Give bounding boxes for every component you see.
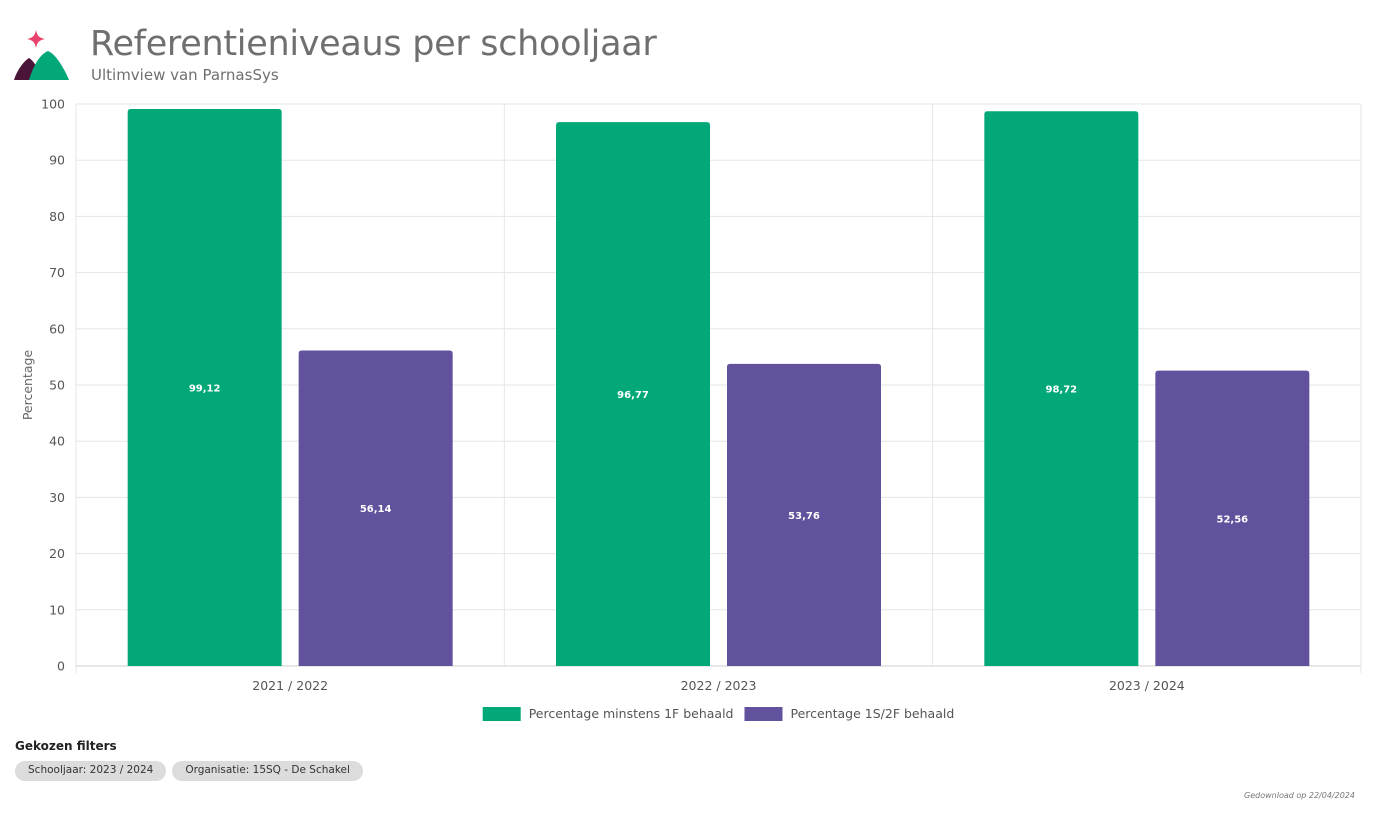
chart-axes: 0 10 20 30 40 50 60 70 80 90 100 2021 / 2022 2022 / …: [41, 97, 1185, 694]
y-tick-label: 20: [49, 546, 65, 561]
download-date: Gedownload op 22/04/2024: [1244, 791, 1355, 800]
chart-bars: [127, 108, 1310, 667]
page-subtitle: Ultimview van ParnasSys: [91, 66, 279, 84]
y-tick-label: 0: [57, 659, 65, 674]
y-tick-label: 60: [49, 321, 65, 336]
y-tick-label: 100: [41, 97, 65, 112]
report-header: Referentieniveaus per schooljaar Ultimvi…: [0, 0, 1376, 100]
bar-data-label: 53,76: [788, 511, 820, 522]
x-tick-label: 2023 / 2024: [1109, 678, 1185, 693]
bar-1s2f-2023-2024[interactable]: [1155, 370, 1310, 666]
bar-1s2f-2021-2022[interactable]: [298, 350, 453, 666]
bar-1s2f-2022-2023[interactable]: [727, 363, 881, 666]
filter-chip-schooljaar[interactable]: Schooljaar: 2023 / 2024: [15, 761, 167, 781]
y-tick-label: 40: [49, 434, 65, 449]
logo-green-mountain: [29, 51, 69, 80]
page-title: Referentieniveaus per schooljaar: [90, 24, 657, 64]
x-tick-label: 2022 / 2023: [681, 678, 757, 693]
legend-swatch: [482, 707, 521, 721]
legend-label: Percentage minstens 1F behaald: [529, 706, 734, 721]
bar-data-label: 99,12: [189, 383, 221, 394]
x-tick-label: 2021 / 2022: [252, 678, 328, 693]
y-tick-label: 50: [49, 378, 65, 393]
y-tick-label: 80: [49, 209, 65, 224]
bar-data-label: 52,56: [1217, 514, 1249, 525]
legend-swatch: [744, 707, 783, 721]
bar-data-label: 98,72: [1046, 385, 1078, 396]
y-tick-label: 10: [49, 602, 65, 617]
legend-item-1s2f[interactable]: Percentage 1S/2F behaald: [744, 706, 954, 721]
bar-1f-2023-2024[interactable]: [984, 111, 1139, 666]
legend-label: Percentage 1S/2F behaald: [790, 706, 954, 721]
y-tick-label: 70: [49, 265, 65, 280]
chart-data-labels: 99,12 56,14 96,77 53,76 98,72 52,56: [189, 383, 1248, 525]
filters-title: Gekozen filters: [15, 739, 117, 753]
y-tick-label: 90: [49, 153, 65, 168]
legend-item-1f[interactable]: Percentage minstens 1F behaald: [482, 706, 734, 721]
y-tick-label: 30: [49, 490, 65, 505]
y-axis-label: Percentage: [20, 350, 35, 421]
filter-chip-organisatie[interactable]: Organisatie: 15SQ - De Schakel: [172, 761, 363, 781]
logo-star-shape: [27, 30, 45, 48]
bar-data-label: 96,77: [617, 390, 649, 401]
chart-gridlines: [75, 103, 1362, 673]
parnassys-logo-icon: [14, 30, 69, 80]
chart-legend[interactable]: Percentage minstens 1F behaald Percentage…: [482, 706, 955, 721]
filter-chips: Schooljaar: 2023 / 2024 Organisatie: 15S…: [15, 761, 363, 781]
bar-1f-2022-2023[interactable]: [556, 122, 710, 667]
bar-1f-2021-2022[interactable]: [127, 108, 282, 666]
bar-chart: 0 10 20 30 40 50 60 70 80 90 100 2021 / 2022 2022 / …: [20, 97, 1362, 721]
bar-data-label: 56,14: [360, 504, 392, 515]
